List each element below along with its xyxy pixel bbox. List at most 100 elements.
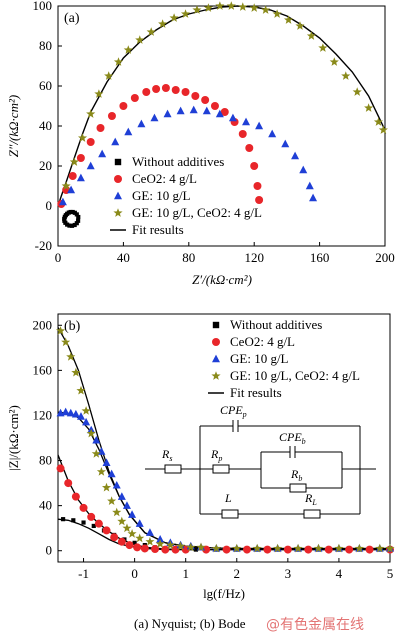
data-point [215,1,225,10]
data-point [345,545,354,554]
legend-label: CeO2: 4 g/L [230,334,295,349]
figure-caption: (a) Nyquist; (b) Bode [134,616,246,631]
data-point [61,407,70,416]
data-point [61,181,71,190]
data-point [145,528,154,536]
data-point [242,117,251,126]
data-point [117,492,126,500]
data-point [56,464,65,473]
legend-marker [113,208,123,217]
data-point [176,106,185,115]
bode-y-axis-label: |Z|/(kΩ·cm²) [6,405,21,471]
data-point [364,103,374,112]
legend-label: Fit results [132,222,184,237]
data-point [226,1,236,10]
legend-marker [114,175,122,183]
data-point [220,108,229,116]
legend-label: Without additives [132,154,224,169]
data-point [128,510,137,518]
data-point [113,57,124,66]
bode-panel-label: (b) [64,319,81,334]
bode-plot-frame [57,313,391,563]
data-point [67,185,76,194]
data-point [133,543,142,552]
data-point [66,352,76,361]
data-point [86,428,96,438]
legend-marker [114,158,122,166]
data-point [249,3,259,12]
figure-caption-bar: (a) Nyquist; (b) Bode @有色金属在线 [0,612,400,636]
legend-marker [114,191,122,200]
data-point [161,84,170,92]
y-tick-label: 160 [33,362,53,377]
data-point [263,545,272,554]
resistor-rs [164,464,182,474]
data-point [137,119,146,128]
x-tick-label: 5 [387,566,394,581]
data-point [79,503,88,512]
data-point [71,492,80,501]
data-point [305,181,314,190]
data-point [76,385,86,395]
data-point [145,536,155,546]
data-point [281,139,290,148]
resistor-rp [212,464,230,474]
data-point [284,15,294,24]
data-point [324,545,333,554]
data-point [71,409,80,418]
data-point [94,89,104,98]
bode-ticks: -1 0 1 2 3 4 5 0 40 80 120 160 200 [33,317,394,581]
data-point [81,406,91,415]
data-point [127,529,137,538]
data-point [318,43,328,52]
data-point [74,221,79,226]
data-point [72,222,77,228]
legend-label: Without additives [230,317,322,332]
data-point [273,543,283,553]
legend-label: Fit results [230,385,282,400]
data-point [189,105,198,114]
data-point [107,112,116,120]
data-point [125,541,134,550]
data-point [222,545,231,554]
data-point [71,518,76,523]
x-tick-label: 1 [182,566,189,581]
data-point [306,31,316,40]
data-point [238,130,247,138]
data-point [107,469,116,478]
nyquist-y-axis-label: Z″/(kΩ·cm²) [6,95,21,157]
data-point [192,5,202,14]
data-point [104,71,114,80]
data-point [228,113,237,122]
data-point [58,197,67,206]
equivalent-circuit-diagram [145,420,376,519]
data-point [98,149,107,158]
data-point [365,545,374,554]
bode-markers [56,326,395,554]
data-point [71,367,81,377]
data-point [82,417,91,426]
legend-label: GE: 10 g/L [230,351,289,366]
data-point [250,162,259,170]
data-point [122,523,132,533]
y-tick-label: 120 [33,407,53,422]
data-point [202,545,211,554]
data-point [135,533,145,543]
data-point [210,102,219,110]
data-point [65,222,70,227]
data-point [102,482,112,492]
y-tick-label: 40 [39,498,52,513]
x-tick-label: 0 [55,250,62,265]
data-point [67,223,72,228]
data-point [64,479,73,488]
legend-label: GE: 10 g/L, CeO2: 4 g/L [132,205,262,220]
data-point [146,27,156,36]
data-point [309,193,318,202]
data-point [119,102,128,110]
legend-marker [212,338,220,346]
data-point [201,96,210,104]
data-point [158,19,168,28]
data-point [232,543,242,553]
data-point [69,157,79,166]
x-tick-label: 80 [182,250,195,265]
